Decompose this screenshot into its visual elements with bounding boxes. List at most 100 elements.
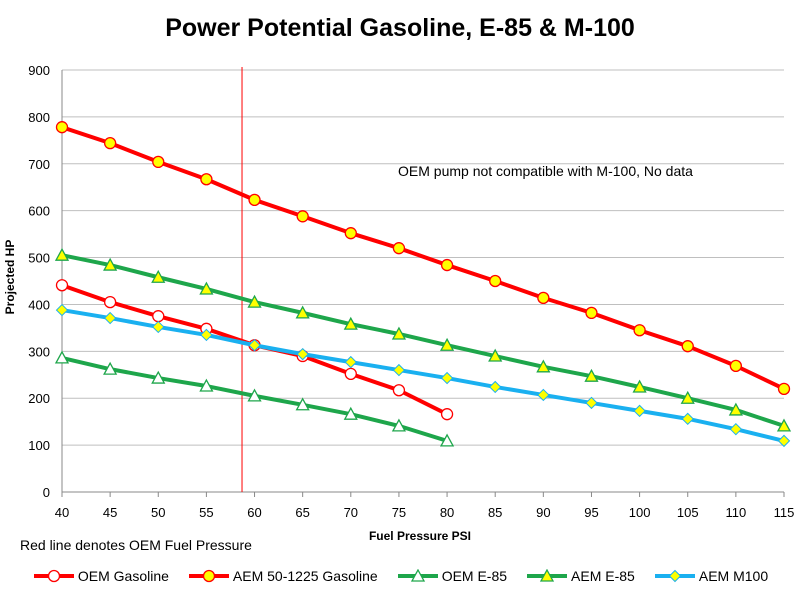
- x-tick-label: 70: [344, 505, 358, 520]
- data-point: [103, 361, 118, 375]
- legend-marker: [539, 569, 555, 582]
- data-point: [584, 368, 599, 382]
- series-aem-e-85: [54, 247, 792, 432]
- y-axis-label: Projected HP: [3, 239, 17, 315]
- data-point: [391, 418, 407, 432]
- data-point: [295, 305, 310, 319]
- data-point: [55, 303, 69, 317]
- data-point: [585, 396, 598, 410]
- data-point: [151, 269, 166, 283]
- data-point: [728, 402, 743, 416]
- data-point: [151, 370, 166, 384]
- data-point: [680, 390, 695, 404]
- data-point: [729, 359, 743, 373]
- data-point: [247, 388, 262, 402]
- x-tick-label: 45: [103, 505, 117, 520]
- data-point: [392, 363, 406, 377]
- legend-item: OEM Gasoline: [32, 568, 169, 584]
- legend-swatch: [397, 569, 438, 582]
- chart-title: Power Potential Gasoline, E-85 & M-100: [165, 14, 635, 42]
- data-point: [296, 347, 309, 361]
- legend-item: AEM E-85: [525, 568, 635, 584]
- legend-label: AEM E-85: [571, 568, 635, 584]
- legend-label: OEM E-85: [441, 568, 508, 584]
- x-tick-label: 115: [774, 505, 795, 520]
- data-point: [54, 350, 70, 364]
- y-tick-label: 200: [28, 391, 50, 406]
- data-point: [537, 388, 550, 402]
- data-point: [247, 294, 262, 308]
- data-point: [488, 348, 503, 362]
- series-line: [61, 253, 785, 428]
- data-point: [296, 210, 309, 223]
- data-point: [729, 422, 743, 436]
- x-tick-label: 95: [584, 505, 598, 520]
- data-point: [440, 258, 454, 272]
- x-tick-label: 60: [247, 505, 261, 520]
- data-point: [439, 337, 455, 351]
- data-point: [103, 311, 117, 325]
- x-tick-label: 85: [488, 505, 502, 520]
- x-tick-label: 110: [725, 505, 746, 520]
- y-tick-label: 700: [28, 157, 50, 172]
- data-point: [632, 379, 647, 393]
- data-point: [200, 328, 213, 342]
- x-tick-label: 50: [151, 505, 165, 520]
- data-point: [199, 378, 214, 392]
- x-tick-label: 90: [536, 505, 550, 520]
- x-axis-label: Fuel Pressure PSI: [368, 529, 472, 543]
- data-point: [439, 433, 455, 447]
- data-point: [344, 355, 358, 369]
- legend-swatch: [527, 569, 568, 582]
- data-point: [392, 242, 406, 255]
- data-point: [54, 247, 70, 261]
- data-point: [103, 136, 117, 150]
- data-point: [103, 257, 118, 271]
- data-point: [777, 434, 791, 448]
- series-aem-m100: [55, 303, 791, 448]
- series-aem-50-1225-gasoline: [55, 121, 791, 395]
- data-point: [633, 324, 646, 337]
- legend-label: OEM Gasoline: [77, 568, 169, 584]
- legend-marker: [47, 569, 61, 583]
- data-point: [55, 279, 69, 292]
- data-point: [152, 155, 165, 169]
- x-tick-label: 100: [629, 505, 651, 520]
- legend-item: AEM 50-1225 Gasoline: [187, 568, 378, 584]
- data-point: [777, 382, 791, 395]
- data-point: [152, 320, 165, 334]
- x-tick-label: 80: [440, 505, 454, 520]
- y-tick-label: 0: [43, 485, 50, 500]
- data-point: [343, 316, 358, 330]
- data-point: [440, 408, 454, 421]
- legend-marker: [410, 569, 425, 582]
- y-tick-label: 900: [28, 63, 50, 78]
- legend-item: AEM M100: [653, 568, 768, 584]
- data-point: [681, 340, 694, 353]
- data-point: [489, 274, 502, 288]
- y-tick-label: 500: [28, 251, 50, 266]
- x-tick-label: 105: [677, 505, 699, 520]
- data-point: [488, 380, 502, 394]
- data-point: [391, 326, 407, 340]
- x-tick-label: 75: [392, 505, 406, 520]
- data-point: [440, 371, 454, 385]
- legend-item: OEM E-85: [396, 568, 507, 584]
- series-oem-e-85: [54, 350, 455, 447]
- y-tick-label: 600: [28, 204, 50, 219]
- legend-swatch: [654, 569, 695, 583]
- data-point: [248, 193, 261, 207]
- legend-label: AEM M100: [698, 568, 769, 584]
- series-line: [61, 308, 785, 443]
- data-point: [633, 404, 646, 418]
- reference-note: Red line denotes OEM Fuel Pressure: [20, 537, 252, 553]
- data-point: [295, 397, 310, 411]
- annotation: OEM pump not compatible with M-100, No d…: [398, 163, 693, 179]
- legend-swatch: [188, 569, 229, 583]
- data-point: [392, 384, 406, 397]
- data-point: [537, 291, 550, 305]
- data-point: [776, 418, 792, 432]
- legend-swatch: [33, 569, 74, 583]
